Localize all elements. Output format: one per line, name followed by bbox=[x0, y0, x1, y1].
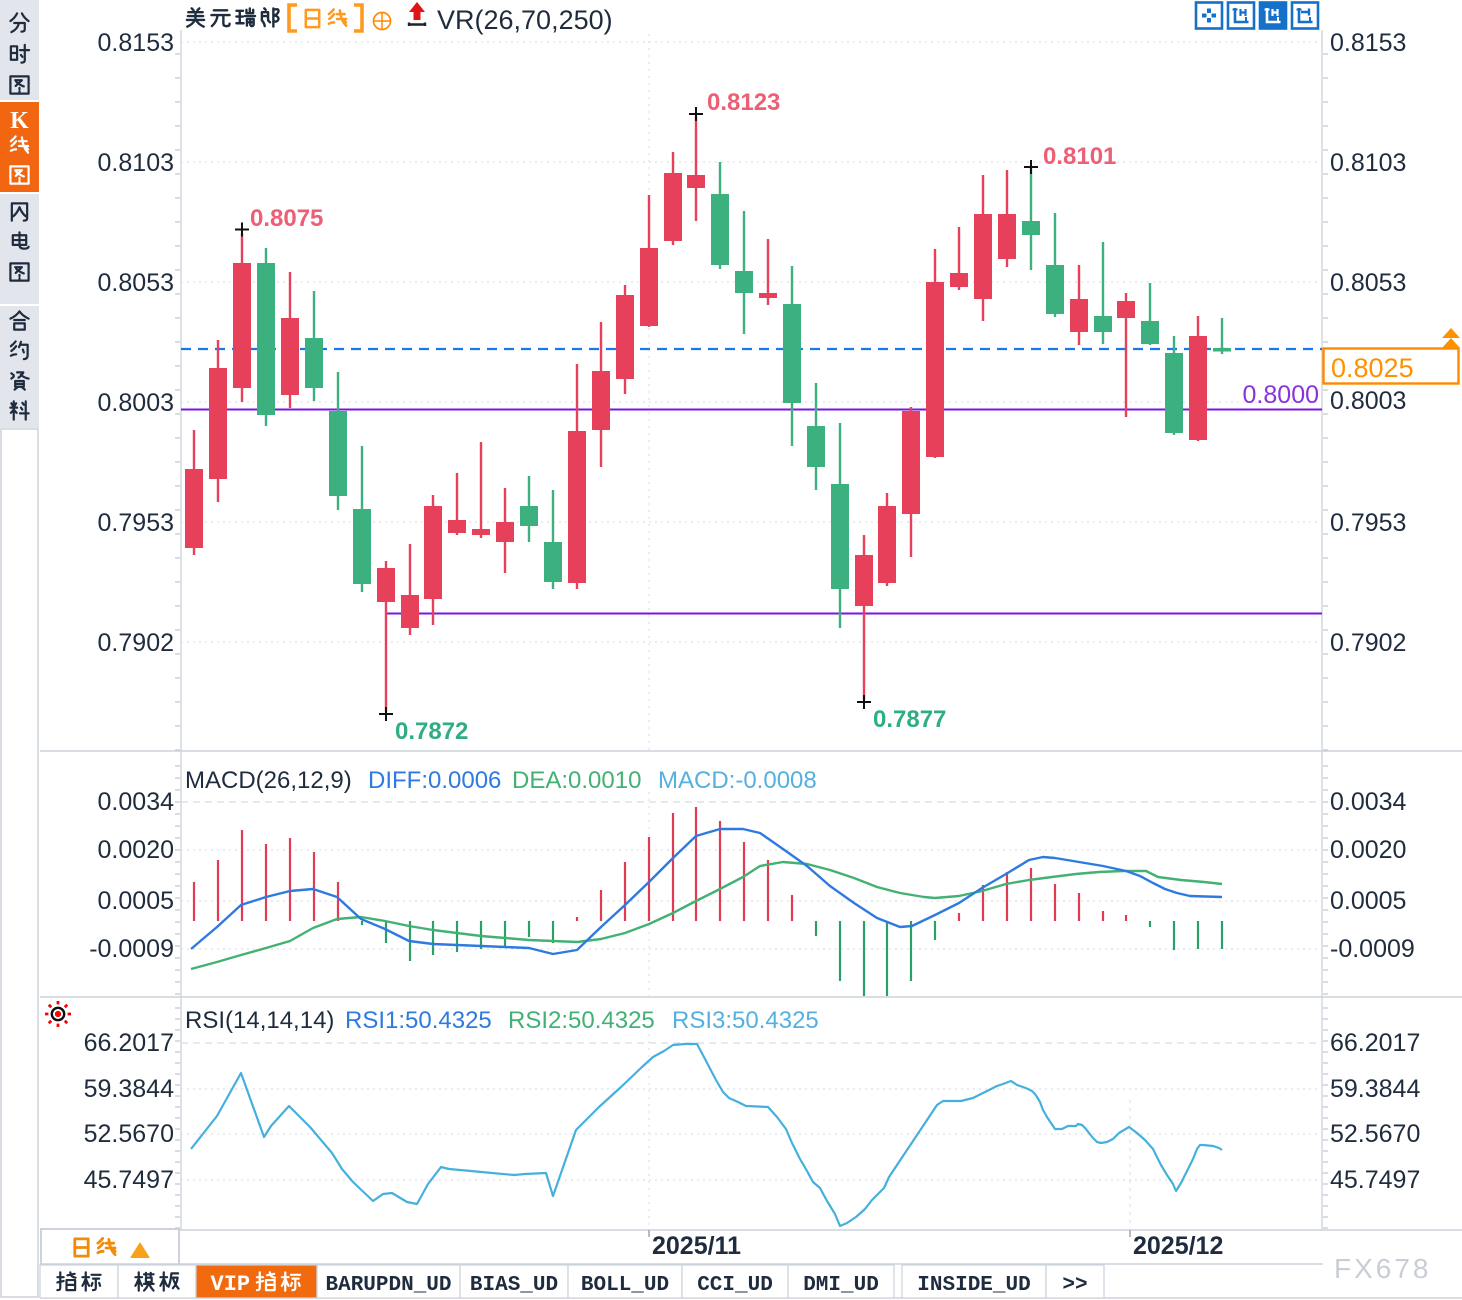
svg-text:0.8053: 0.8053 bbox=[1330, 269, 1406, 297]
svg-text:0.0034: 0.0034 bbox=[98, 788, 175, 816]
svg-text:0.8053: 0.8053 bbox=[98, 269, 174, 297]
svg-text:K: K bbox=[10, 108, 29, 134]
svg-text:52.5670: 52.5670 bbox=[1330, 1120, 1420, 1148]
svg-text:0.0020: 0.0020 bbox=[98, 836, 174, 864]
svg-text:0.8153: 0.8153 bbox=[1330, 29, 1406, 57]
svg-text:0.7953: 0.7953 bbox=[98, 509, 174, 537]
svg-text:2025/12: 2025/12 bbox=[1133, 1232, 1223, 1260]
svg-text:59.3844: 59.3844 bbox=[84, 1075, 174, 1103]
svg-text:0.8101: 0.8101 bbox=[1043, 143, 1116, 170]
svg-text:DIFF:0.0006: DIFF:0.0006 bbox=[368, 767, 501, 794]
svg-text:0.8103: 0.8103 bbox=[98, 149, 174, 177]
svg-text:0.8123: 0.8123 bbox=[707, 89, 780, 116]
svg-text:52.5670: 52.5670 bbox=[84, 1120, 174, 1148]
svg-text:0.8000: 0.8000 bbox=[1243, 381, 1319, 409]
svg-text:0.7872: 0.7872 bbox=[395, 718, 468, 745]
svg-text:0.0034: 0.0034 bbox=[1330, 788, 1407, 816]
svg-text:-0.0009: -0.0009 bbox=[1330, 935, 1415, 963]
svg-text:DEA:0.0010: DEA:0.0010 bbox=[512, 767, 641, 794]
svg-text:66.2017: 66.2017 bbox=[84, 1029, 174, 1057]
svg-text:0.8075: 0.8075 bbox=[250, 205, 323, 232]
svg-text:0.8025: 0.8025 bbox=[1331, 353, 1414, 383]
svg-text:BOLL_UD: BOLL_UD bbox=[581, 1274, 669, 1297]
svg-text:0.0005: 0.0005 bbox=[98, 887, 174, 915]
svg-text:RSI1:50.4325: RSI1:50.4325 bbox=[345, 1007, 492, 1034]
svg-text:0.0020: 0.0020 bbox=[1330, 836, 1406, 864]
svg-text:66.2017: 66.2017 bbox=[1330, 1029, 1420, 1057]
svg-text:45.7497: 45.7497 bbox=[1330, 1166, 1420, 1194]
svg-text:-0.0009: -0.0009 bbox=[89, 935, 174, 963]
svg-text:>>: >> bbox=[1062, 1274, 1087, 1297]
svg-text:RSI(14,14,14): RSI(14,14,14) bbox=[185, 1007, 334, 1034]
svg-text:VIP: VIP bbox=[211, 1272, 251, 1297]
svg-text:FX678: FX678 bbox=[1334, 1253, 1432, 1284]
svg-text:0.8003: 0.8003 bbox=[1330, 387, 1406, 415]
svg-text:45.7497: 45.7497 bbox=[84, 1166, 174, 1194]
svg-text:0.7902: 0.7902 bbox=[98, 629, 174, 657]
svg-text:RSI2:50.4325: RSI2:50.4325 bbox=[508, 1007, 655, 1034]
svg-text:0.8003: 0.8003 bbox=[98, 389, 174, 417]
svg-text:RSI3:50.4325: RSI3:50.4325 bbox=[672, 1007, 819, 1034]
svg-text:0.0005: 0.0005 bbox=[1330, 887, 1406, 915]
svg-text:59.3844: 59.3844 bbox=[1330, 1075, 1420, 1103]
svg-text:VR(26,70,250): VR(26,70,250) bbox=[437, 5, 613, 35]
svg-text:BARUPDN_UD: BARUPDN_UD bbox=[325, 1274, 451, 1297]
svg-text:0.7953: 0.7953 bbox=[1330, 509, 1406, 537]
svg-text:CCI_UD: CCI_UD bbox=[697, 1274, 773, 1297]
svg-text:INSIDE_UD: INSIDE_UD bbox=[917, 1274, 1030, 1297]
svg-text:BIAS_UD: BIAS_UD bbox=[470, 1274, 558, 1297]
svg-text:DMI_UD: DMI_UD bbox=[803, 1274, 879, 1297]
svg-text:MACD(26,12,9): MACD(26,12,9) bbox=[185, 767, 352, 794]
svg-text:MACD:-0.0008: MACD:-0.0008 bbox=[658, 767, 817, 794]
svg-text:0.8153: 0.8153 bbox=[98, 29, 174, 57]
svg-text:0.7877: 0.7877 bbox=[873, 706, 946, 733]
svg-text:0.8103: 0.8103 bbox=[1330, 149, 1406, 177]
svg-text:2025/11: 2025/11 bbox=[652, 1232, 741, 1260]
svg-text:0.7902: 0.7902 bbox=[1330, 629, 1406, 657]
